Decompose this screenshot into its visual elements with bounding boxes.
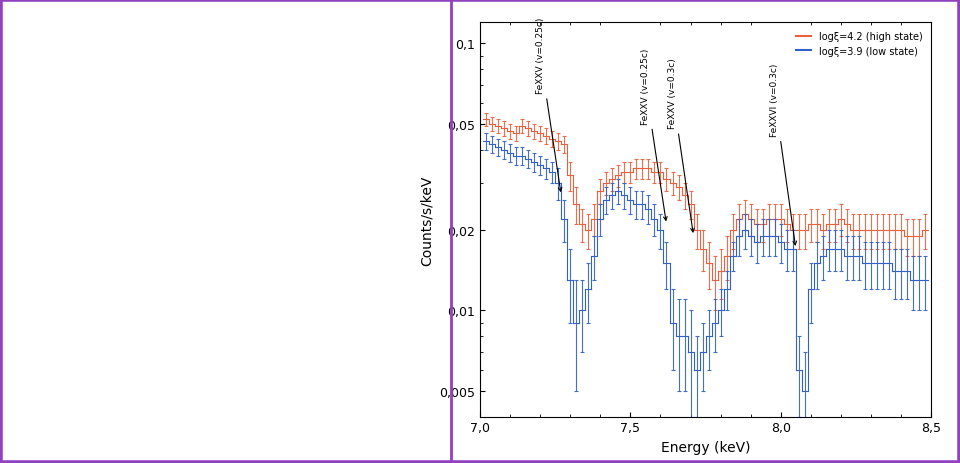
- Text: FeXXVI (v=0.3c): FeXXVI (v=0.3c): [770, 63, 797, 245]
- Y-axis label: Counts/s/keV: Counts/s/keV: [420, 175, 434, 265]
- X-axis label: Energy (keV): Energy (keV): [660, 440, 751, 454]
- Text: FeXXV (v=0.25c): FeXXV (v=0.25c): [536, 18, 562, 192]
- Text: Credit: ESA/AOES Medialab & ACO Team: Credit: ESA/AOES Medialab & ACO Team: [17, 213, 28, 407]
- Text: FeXXV (v=0.25c): FeXXV (v=0.25c): [641, 48, 667, 221]
- Legend: logξ=4.2 (high state), logξ=3.9 (low state): logξ=4.2 (high state), logξ=3.9 (low sta…: [792, 28, 926, 61]
- Text: FeXXV (v=0.3c): FeXXV (v=0.3c): [668, 59, 694, 232]
